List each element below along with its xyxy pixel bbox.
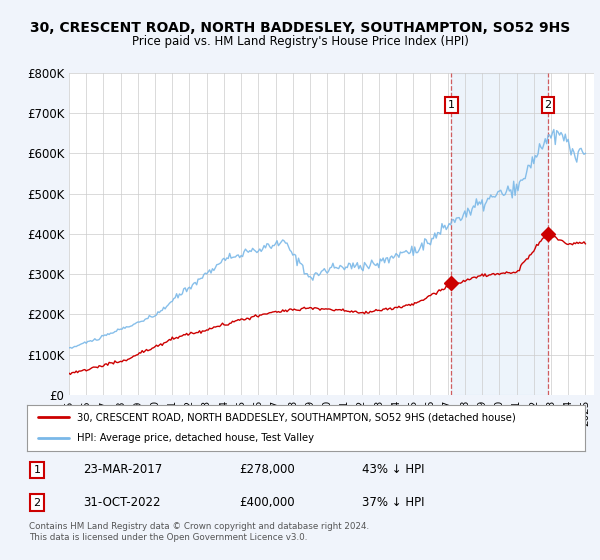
Text: 23-MAR-2017: 23-MAR-2017 [83, 463, 162, 476]
Text: 1: 1 [34, 465, 41, 475]
Text: £278,000: £278,000 [239, 463, 295, 476]
Text: This data is licensed under the Open Government Licence v3.0.: This data is licensed under the Open Gov… [29, 533, 307, 542]
Text: 30, CRESCENT ROAD, NORTH BADDESLEY, SOUTHAMPTON, SO52 9HS (detached house): 30, CRESCENT ROAD, NORTH BADDESLEY, SOUT… [77, 412, 516, 422]
Text: 2: 2 [34, 498, 41, 507]
Text: 37% ↓ HPI: 37% ↓ HPI [362, 496, 424, 509]
Text: 43% ↓ HPI: 43% ↓ HPI [362, 463, 424, 476]
Text: 1: 1 [448, 100, 455, 110]
Text: Contains HM Land Registry data © Crown copyright and database right 2024.: Contains HM Land Registry data © Crown c… [29, 522, 369, 531]
Bar [451, 73, 548, 395]
Text: 30, CRESCENT ROAD, NORTH BADDESLEY, SOUTHAMPTON, SO52 9HS: 30, CRESCENT ROAD, NORTH BADDESLEY, SOUT… [30, 21, 570, 35]
Text: 2: 2 [544, 100, 551, 110]
Text: Price paid vs. HM Land Registry's House Price Index (HPI): Price paid vs. HM Land Registry's House … [131, 35, 469, 48]
Text: £400,000: £400,000 [239, 496, 295, 509]
Text: 31-OCT-2022: 31-OCT-2022 [83, 496, 160, 509]
Text: HPI: Average price, detached house, Test Valley: HPI: Average price, detached house, Test… [77, 433, 314, 444]
